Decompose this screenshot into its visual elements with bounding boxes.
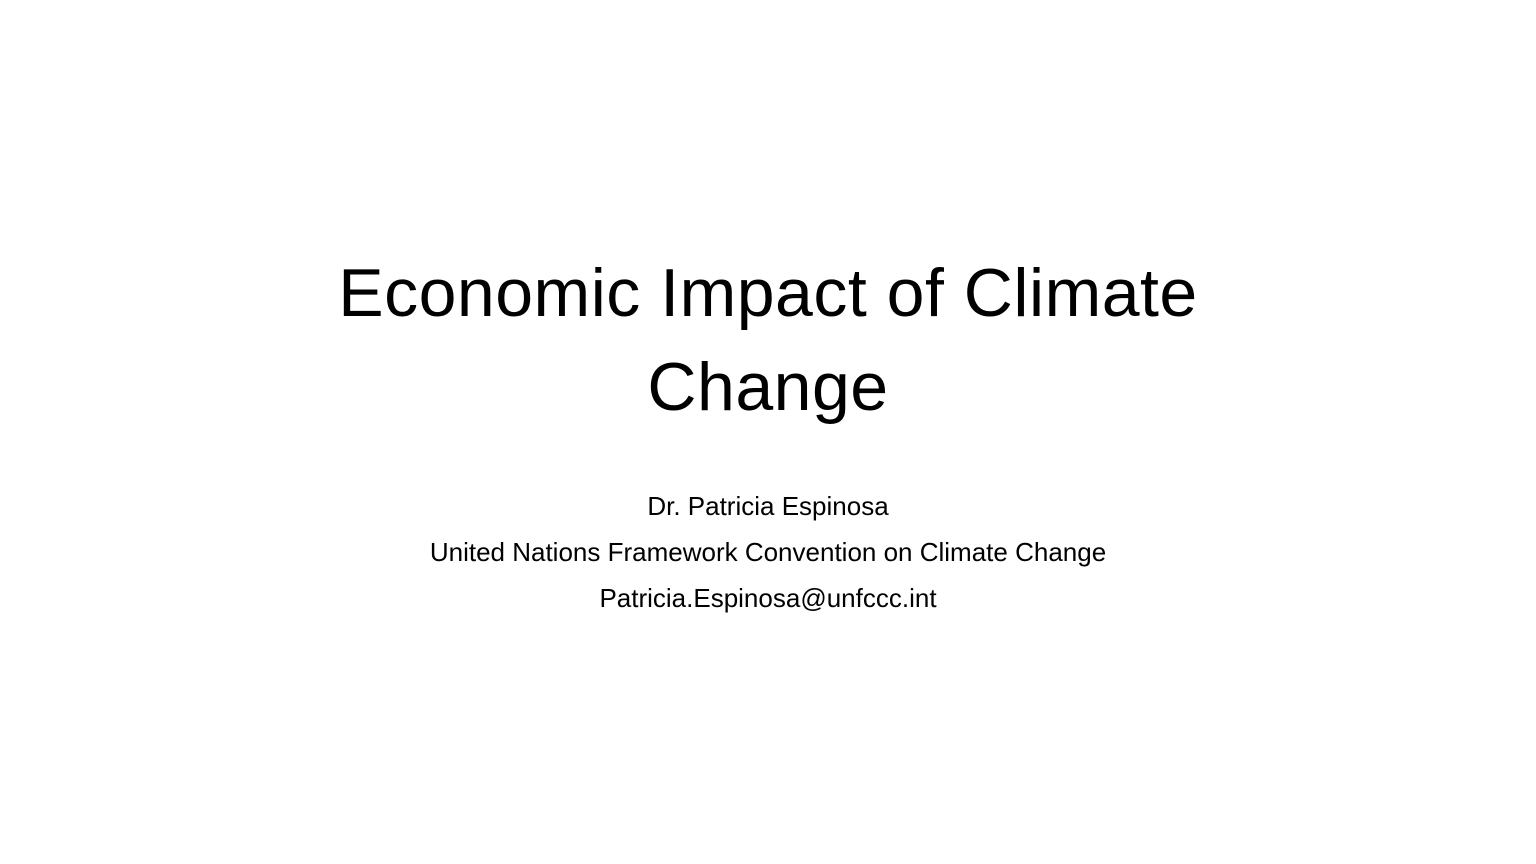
slide-subtitle: Dr. Patricia Espinosa United Nations Fra… [268, 483, 1268, 621]
presenter-email: Patricia.Espinosa@unfccc.int [599, 583, 937, 613]
presenter-name: Dr. Patricia Espinosa [647, 491, 889, 521]
slide-title: Economic Impact of Climate Change [338, 255, 1198, 425]
presenter-organization: United Nations Framework Convention on C… [429, 537, 1107, 567]
